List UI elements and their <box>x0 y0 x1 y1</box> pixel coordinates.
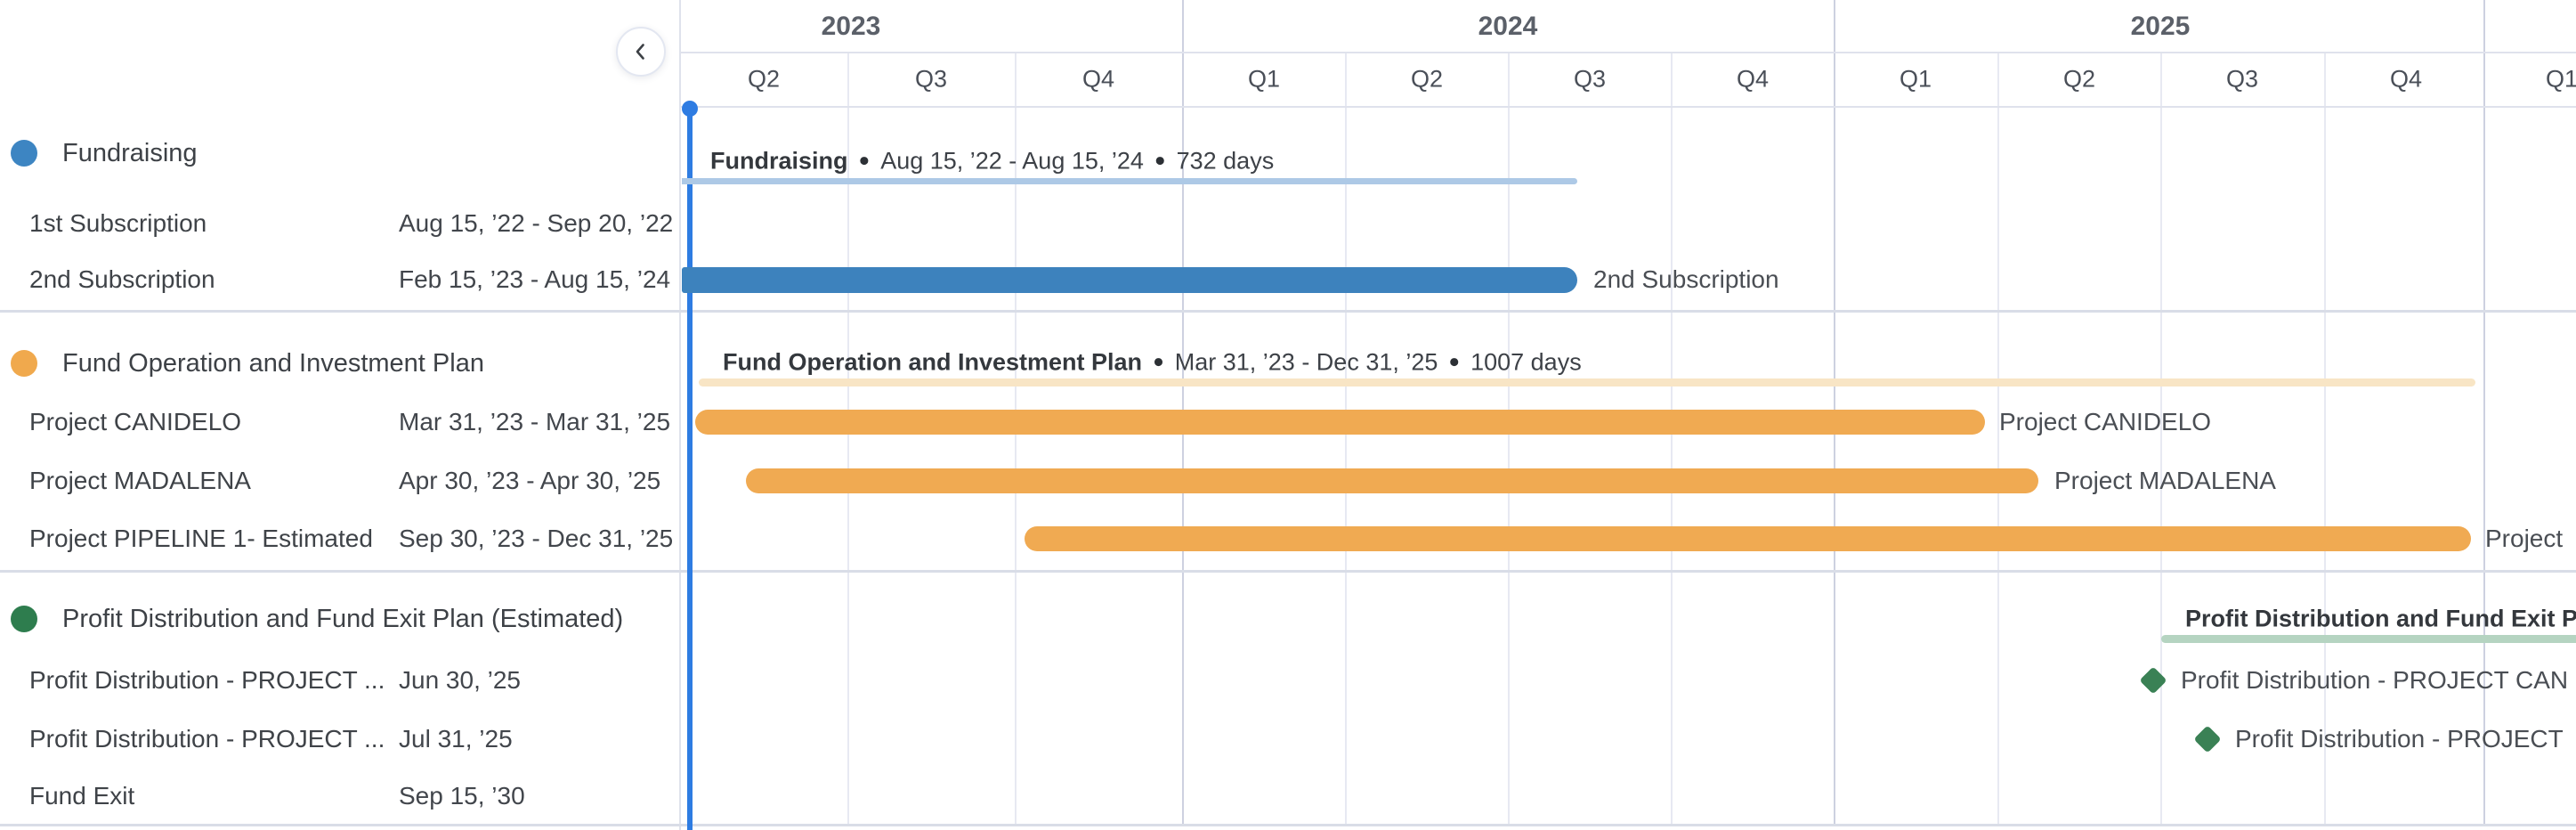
summary-label-profit-exit: Profit Distribution and Fund Exit Plan ( <box>2185 606 2576 633</box>
summary-bar-fundraising[interactable] <box>682 178 1577 184</box>
dot-separator: ● <box>1154 150 1166 171</box>
task-row-project-madalena[interactable]: Project MADALENA Apr 30, ’23 - Apr 30, ’… <box>0 452 679 509</box>
today-marker-line <box>687 106 693 830</box>
dot-separator: ● <box>858 150 871 171</box>
gridline-quarter <box>1671 52 1673 824</box>
summary-range: Mar 31, ’23 - Dec 31, ’25 <box>1174 348 1438 376</box>
group-color-dot <box>11 606 37 632</box>
section-separator-bottom <box>0 824 2576 826</box>
task-dates: Feb 15, ’23 - Aug 15, ’24 <box>399 265 671 293</box>
section-separator-1 <box>0 310 2576 313</box>
collapse-panel-button[interactable] <box>616 27 666 77</box>
summary-duration: 1007 days <box>1470 348 1582 376</box>
task-name: Profit Distribution - PROJECT ... <box>29 666 385 694</box>
milestone-label-profit-distribution-1: Profit Distribution - PROJECT CAN <box>2181 666 2569 694</box>
quarter-header: Q3 <box>1573 65 1607 93</box>
group-color-dot <box>11 140 37 167</box>
task-name: Fund Exit <box>29 782 135 810</box>
summary-bar-profit-exit[interactable] <box>2161 635 2576 643</box>
gridline-quarter <box>1345 52 1347 824</box>
group-row-profit-distribution[interactable]: Profit Distribution and Fund Exit Plan (… <box>0 590 679 647</box>
quarter-header: Q1 <box>1247 65 1281 93</box>
quarter-header: Q3 <box>914 65 948 93</box>
task-name: 1st Subscription <box>29 209 207 237</box>
summary-duration: 732 days <box>1176 147 1275 175</box>
summary-name: Fundraising <box>710 147 848 175</box>
group-color-dot <box>11 350 37 377</box>
group-row-fundraising[interactable]: Fundraising <box>0 125 679 182</box>
panel-chart-divider <box>679 0 681 830</box>
section-separator-2 <box>0 570 2576 573</box>
task-row-profit-distribution-2[interactable]: Profit Distribution - PROJECT ... Jul 31… <box>0 711 679 768</box>
dot-separator: ● <box>1153 351 1164 372</box>
quarter-header: Q2 <box>1410 65 1444 93</box>
task-row-project-canidelo[interactable]: Project CANIDELO Mar 31, ’23 - Mar 31, ’… <box>0 394 679 451</box>
gridline-quarter <box>1015 52 1017 824</box>
group-name: Profit Distribution and Fund Exit Plan (… <box>62 604 624 633</box>
gridline-quarter <box>2324 52 2326 824</box>
task-name: Profit Distribution - PROJECT ... <box>29 725 385 753</box>
milestone-diamond-profit-distribution-2[interactable] <box>2193 725 2222 753</box>
year-header-2024: 2024 <box>1478 12 1538 41</box>
summary-label-fund-operation: Fund Operation and Investment Plan ● Mar 3… <box>723 349 1582 377</box>
task-dates: Jun 30, ’25 <box>399 666 521 694</box>
quarter-header: Q2 <box>2062 65 2096 93</box>
today-marker-dot <box>682 101 698 117</box>
task-dates: Aug 15, ’22 - Sep 20, ’22 <box>399 209 674 237</box>
group-name: Fund Operation and Investment Plan <box>62 348 484 378</box>
task-row-profit-distribution-1[interactable]: Profit Distribution - PROJECT ... Jun 30… <box>0 652 679 709</box>
task-name: Project PIPELINE 1- Estimated <box>29 525 373 552</box>
quarter-header: Q1 <box>2545 65 2576 93</box>
group-name: Fundraising <box>62 138 198 167</box>
task-name: Project MADALENA <box>29 467 251 494</box>
gridline-quarter <box>2160 52 2162 824</box>
summary-name: Profit Distribution and Fund Exit Plan ( <box>2185 605 2576 632</box>
task-bar-project-madalena[interactable] <box>746 468 2038 493</box>
quarter-header: Q4 <box>1736 65 1770 93</box>
task-name: Project CANIDELO <box>29 408 242 435</box>
task-dates: Apr 30, ’23 - Apr 30, ’25 <box>399 467 661 494</box>
quarter-header: Q4 <box>1081 65 1115 93</box>
milestone-diamond-profit-distribution-1[interactable] <box>2139 666 2167 695</box>
year-header-2025: 2025 <box>2130 12 2191 41</box>
task-dates: Sep 30, ’23 - Dec 31, ’25 <box>399 525 674 552</box>
header-year-quarter-divider <box>679 52 2576 53</box>
task-row-2nd-subscription[interactable]: 2nd Subscription Feb 15, ’23 - Aug 15, ’… <box>0 251 679 308</box>
quarter-header: Q1 <box>1899 65 1932 93</box>
summary-name: Fund Operation and Investment Plan <box>723 348 1143 376</box>
dot-separator: ● <box>1448 351 1461 372</box>
summary-range: Aug 15, ’22 - Aug 15, ’24 <box>880 147 1144 175</box>
bar-label-project-madalena: Project MADALENA <box>2054 467 2276 494</box>
bar-label-2nd-subscription: 2nd Subscription <box>1593 265 1779 293</box>
gridline-quarter <box>847 52 849 824</box>
task-row-project-pipeline[interactable]: Project PIPELINE 1- Estimated Sep 30, ’2… <box>0 510 679 567</box>
bar-label-project-pipeline: Project <box>2485 525 2564 552</box>
task-dates: Mar 31, ’23 - Mar 31, ’25 <box>399 408 671 435</box>
task-row-fund-exit[interactable]: Fund Exit Sep 15, ’30 <box>0 768 679 825</box>
quarter-header: Q4 <box>2389 65 2423 93</box>
group-row-fund-operation[interactable]: Fund Operation and Investment Plan <box>0 335 679 392</box>
chevron-left-icon <box>630 41 652 62</box>
task-bar-project-pipeline[interactable] <box>1025 526 2471 551</box>
quarter-header: Q3 <box>2225 65 2259 93</box>
summary-bar-fund-operation[interactable] <box>699 378 2475 387</box>
header-bottom-divider <box>679 106 2576 108</box>
year-header-2023: 2023 <box>821 12 881 41</box>
task-bar-project-canidelo[interactable] <box>695 410 1985 435</box>
milestone-label-profit-distribution-2: Profit Distribution - PROJECT <box>2235 725 2564 753</box>
bar-label-project-canidelo: Project CANIDELO <box>1999 408 2212 435</box>
gridline-quarter <box>1508 52 1510 824</box>
gridline-quarter <box>1997 52 1999 824</box>
gridline-year-2026 <box>2483 0 2485 824</box>
task-row-1st-subscription[interactable]: 1st Subscription Aug 15, ’22 - Sep 20, ’… <box>0 195 679 252</box>
quarter-header: Q2 <box>747 65 781 93</box>
task-name: 2nd Subscription <box>29 265 215 293</box>
task-dates: Jul 31, ’25 <box>399 725 513 753</box>
summary-label-fundraising: Fundraising ● Aug 15, ’22 - Aug 15, ’24 ● 73… <box>710 148 1274 175</box>
task-dates: Sep 15, ’30 <box>399 782 525 810</box>
task-bar-2nd-subscription[interactable] <box>682 267 1577 293</box>
